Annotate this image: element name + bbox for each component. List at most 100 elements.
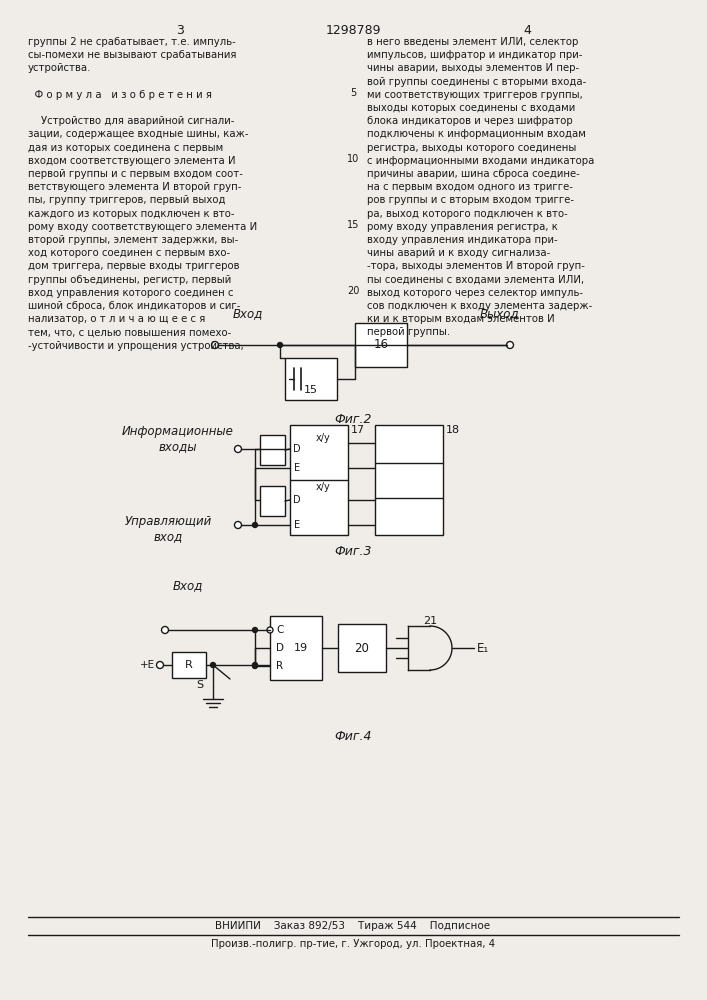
Text: дая из которых соединена с первым: дая из которых соединена с первым [28,143,223,153]
Text: на с первым входом одного из тригге-: на с первым входом одного из тригге- [367,182,573,192]
Bar [375,425,443,535]
Text: Фиг.2: Фиг.2 [334,413,372,426]
Text: Фиг.3: Фиг.3 [334,545,372,558]
Text: первой группы.: первой группы. [367,327,450,337]
Text: в него введены элемент ИЛИ, селектор: в него введены элемент ИЛИ, селектор [367,37,578,47]
Text: D: D [276,643,284,653]
Text: шиной сброса, блок индикаторов и сиг-: шиной сброса, блок индикаторов и сиг- [28,301,240,311]
Circle shape [235,446,242,452]
Text: пы, группу триггеров, первый выход: пы, группу триггеров, первый выход [28,195,226,205]
Text: ветствующего элемента И второй груп-: ветствующего элемента И второй груп- [28,182,241,192]
Text: 20: 20 [347,286,359,296]
Text: блока индикаторов и через шифратор: блока индикаторов и через шифратор [367,116,573,126]
Text: ров группы и с вторым входом тригге-: ров группы и с вторым входом тригге- [367,195,574,205]
Text: 1298789: 1298789 [325,24,381,37]
Text: выход которого через селектор импуль-: выход которого через селектор импуль- [367,288,583,298]
Text: ки и к вторым входам элементов И: ки и к вторым входам элементов И [367,314,555,324]
Text: группы 2 не срабатывает, т.е. импуль-: группы 2 не срабатывает, т.е. импуль- [28,37,235,47]
Circle shape [252,664,257,668]
Circle shape [211,662,216,668]
Text: E₁: E₁ [477,642,489,654]
Text: Фиг.4: Фиг.4 [334,730,372,743]
Text: Устройство для аварийной сигнали-: Устройство для аварийной сигнали- [28,116,235,126]
Text: x/y: x/y [315,433,330,443]
Text: первой группы и с первым входом соот-: первой группы и с первым входом соот- [28,169,243,179]
Text: Произв.-полигр. пр-тие, г. Ужгород, ул. Проектная, 4: Произв.-полигр. пр-тие, г. Ужгород, ул. … [211,939,495,949]
Text: -тора, выходы элементов И второй груп-: -тора, выходы элементов И второй груп- [367,261,585,271]
Text: 3: 3 [176,24,184,37]
Text: регистра, выходы которого соединены: регистра, выходы которого соединены [367,143,576,153]
Text: чины аварии, выходы элементов И пер-: чины аварии, выходы элементов И пер- [367,63,579,73]
Text: пы соединены с входами элемента ИЛИ,: пы соединены с входами элемента ИЛИ, [367,275,584,285]
Text: 15: 15 [347,220,359,230]
Text: Выход: Выход [480,307,520,320]
Bar [270,616,322,680]
Text: входы: входы [159,440,197,453]
Text: сов подключен к входу элемента задерж-: сов подключен к входу элемента задерж- [367,301,592,311]
Text: выходы которых соединены с входами: выходы которых соединены с входами [367,103,575,113]
Text: вход управления которого соединен с: вход управления которого соединен с [28,288,233,298]
Bar [355,323,407,367]
Circle shape [252,522,257,528]
Text: 10: 10 [347,154,359,164]
Text: зации, содержащее входные шины, каж-: зации, содержащее входные шины, каж- [28,129,248,139]
Bar [285,358,337,400]
Text: ми соответствующих триггеров группы,: ми соответствующих триггеров группы, [367,90,583,100]
Text: -устойчивости и упрощения устройства,: -устойчивости и упрощения устройства, [28,341,244,351]
Circle shape [278,342,283,348]
Text: x/y: x/y [315,482,330,492]
Bar [338,624,386,672]
Text: ВНИИПИ    Заказ 892/53    Тираж 544    Подписное: ВНИИПИ Заказ 892/53 Тираж 544 Подписное [216,921,491,931]
Text: ра, выход которого подключен к вто-: ра, выход которого подключен к вто- [367,209,568,219]
Text: 16: 16 [373,338,389,352]
Text: Вход: Вход [233,307,263,320]
Bar [260,486,285,516]
Bar [290,425,348,535]
Text: импульсов, шифратор и индикатор при-: импульсов, шифратор и индикатор при- [367,50,583,60]
Text: 5: 5 [350,88,356,98]
Text: 17: 17 [351,425,365,435]
Text: каждого из которых подключен к вто-: каждого из которых подключен к вто- [28,209,235,219]
Text: устройства.: устройства. [28,63,91,73]
Text: R: R [185,660,193,670]
Text: дом триггера, первые входы триггеров: дом триггера, первые входы триггеров [28,261,240,271]
Text: с информационными входами индикатора: с информационными входами индикатора [367,156,595,166]
Text: D: D [293,495,300,505]
Text: сы-помехи не вызывают срабатывания: сы-помехи не вызывают срабатывания [28,50,237,60]
Text: вой группы соединены с вторыми входа-: вой группы соединены с вторыми входа- [367,77,586,87]
Text: входом соответствующего элемента И: входом соответствующего элемента И [28,156,235,166]
Circle shape [211,342,218,349]
Text: входу управления индикатора при-: входу управления индикатора при- [367,235,558,245]
Circle shape [252,662,257,668]
Circle shape [235,522,242,528]
Text: D: D [293,444,300,454]
Circle shape [506,342,513,349]
Circle shape [156,662,163,668]
Text: нализатор, о т л и ч а ю щ е е с я: нализатор, о т л и ч а ю щ е е с я [28,314,205,324]
Text: Управляющий: Управляющий [124,515,211,528]
Text: 21: 21 [423,616,437,626]
Text: 20: 20 [355,642,370,654]
Text: E: E [294,520,300,530]
Text: рому входу соответствующего элемента И: рому входу соответствующего элемента И [28,222,257,232]
Text: E: E [294,463,300,473]
Text: чины аварий и к входу сигнализа-: чины аварий и к входу сигнализа- [367,248,550,258]
Text: Информационные: Информационные [122,425,234,438]
Bar [260,435,285,465]
Text: 4: 4 [523,24,531,37]
Text: тем, что, с целью повышения помехо-: тем, что, с целью повышения помехо- [28,327,231,337]
Text: группы объединены, регистр, первый: группы объединены, регистр, первый [28,275,231,285]
Text: подключены к информационным входам: подключены к информационным входам [367,129,586,139]
Circle shape [161,626,168,634]
Text: причины аварии, шина сброса соедине-: причины аварии, шина сброса соедине- [367,169,580,179]
Text: Ф о р м у л а   и з о б р е т е н и я: Ф о р м у л а и з о б р е т е н и я [28,90,212,100]
Text: S: S [197,680,204,690]
Text: 19: 19 [294,643,308,653]
Text: R: R [276,661,284,671]
Text: второй группы, элемент задержки, вы-: второй группы, элемент задержки, вы- [28,235,238,245]
Text: 18: 18 [446,425,460,435]
Text: 15: 15 [304,385,318,395]
Text: рому входу управления регистра, к: рому входу управления регистра, к [367,222,558,232]
Circle shape [252,628,257,633]
Text: ход которого соединен с первым вхо-: ход которого соединен с первым вхо- [28,248,230,258]
